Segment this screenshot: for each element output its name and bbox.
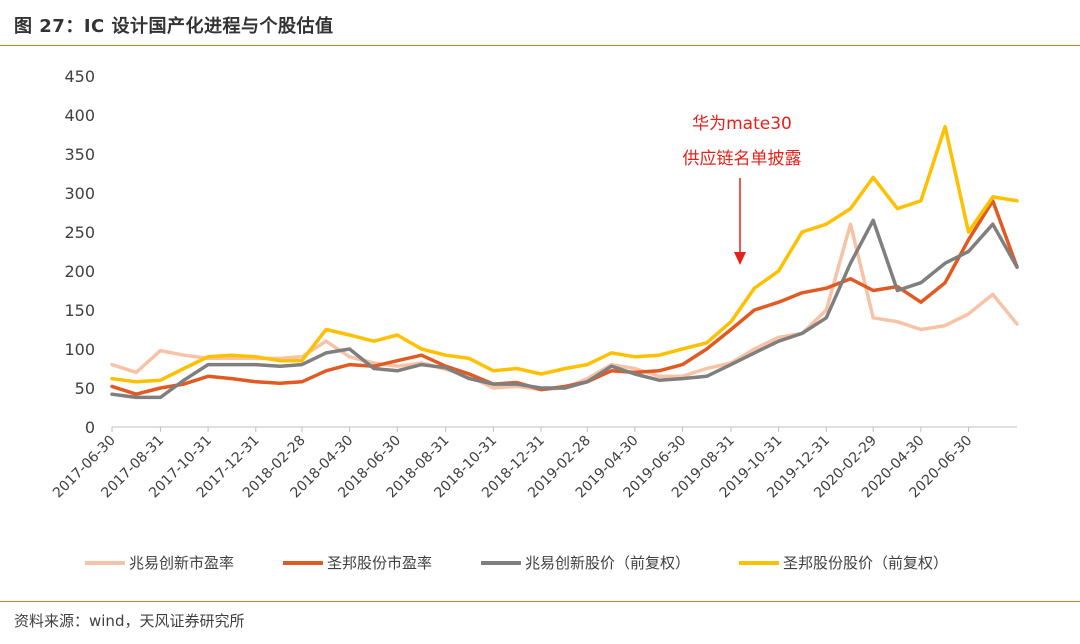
legend-label-1: 圣邦股份市盈率 xyxy=(327,554,432,572)
y-tick-label: 450 xyxy=(64,67,95,86)
series-layer xyxy=(110,124,1019,400)
series-line-3 xyxy=(110,124,1019,384)
legend-label-3: 圣邦股份股价（前复权） xyxy=(783,554,948,572)
annotation-line-2: 供应链名单披露 xyxy=(683,149,802,169)
annotation-line-1: 华为mate30 xyxy=(692,114,792,134)
y-tick-label: 0 xyxy=(85,418,95,437)
y-tick-label: 400 xyxy=(64,106,95,125)
line-chart: 0501001502002503003504004502017-06-30201… xyxy=(50,67,1019,572)
y-tick-label: 350 xyxy=(64,145,95,164)
y-tick-label: 300 xyxy=(64,184,95,203)
series-line-2 xyxy=(110,218,1019,400)
y-tick-label: 50 xyxy=(75,379,95,398)
y-tick-label: 100 xyxy=(64,340,95,359)
y-tick-label: 250 xyxy=(64,223,95,242)
annotation-layer: 华为mate30 供应链名单披露 xyxy=(683,114,802,265)
title-rule xyxy=(0,45,1080,46)
figure-title: 图 27：IC 设计国产化进程与个股估值 xyxy=(14,16,334,37)
source-rule xyxy=(0,601,1080,602)
y-tick-label: 200 xyxy=(64,262,95,281)
axis-layer: 0501001502002503003504004502017-06-30201… xyxy=(50,67,1017,501)
y-tick-label: 150 xyxy=(64,301,95,320)
legend-label-0: 兆易创新市盈率 xyxy=(129,554,234,572)
legend-label-2: 兆易创新股价（前复权） xyxy=(525,554,690,572)
source-note: 资料来源：wind，天风证券研究所 xyxy=(14,612,245,630)
annotation-arrow-head xyxy=(734,252,746,265)
legend: 兆易创新市盈率 圣邦股份市盈率 兆易创新股价（前复权） 圣邦股份股价（前复权） xyxy=(85,554,948,572)
